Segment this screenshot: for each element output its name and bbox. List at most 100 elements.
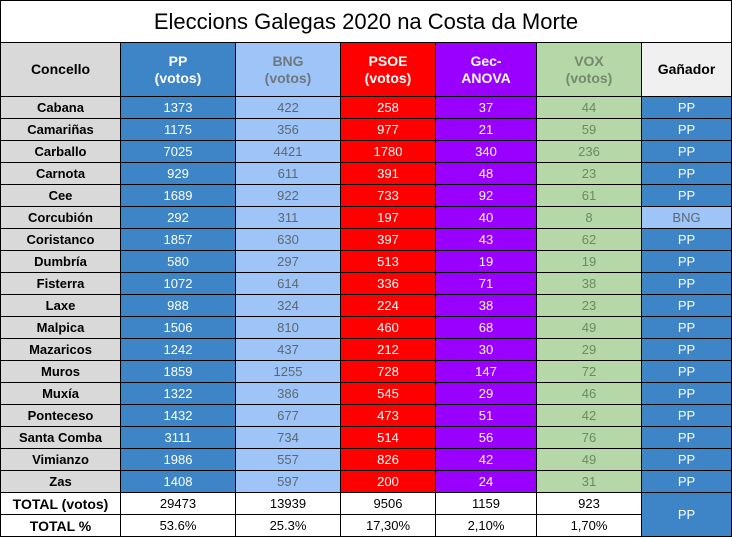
total-percent-row: TOTAL % 53.6% 25.3% 17,30% 2,10% 1,70% (0, 514, 732, 537)
cell-bng-votes: 437 (235, 338, 341, 361)
cell-ganador: PP (641, 272, 732, 295)
cell-bng-votes: 297 (235, 250, 341, 273)
cell-vox-votes: 59 (536, 118, 642, 141)
cell-concello: Carnota (0, 162, 121, 185)
header-row: Concello PP (votos) BNG (votos) PSOE (votos… (0, 42, 732, 97)
cell-pp-votes: 1322 (120, 382, 236, 405)
table-row: Carballo 7025 4421 1780 340 236 PP (0, 140, 732, 163)
cell-ganador: PP (641, 316, 732, 339)
cell-pp-votes: 1986 (120, 448, 236, 471)
header-vox-line1: VOX (574, 52, 604, 69)
cell-vox-votes: 38 (536, 272, 642, 295)
cell-gec-votes: 29 (435, 382, 537, 405)
header-gec-line2: ANOVA (461, 69, 511, 86)
cell-ganador: PP (641, 382, 732, 405)
cell-psoe-votes: 977 (340, 118, 436, 141)
header-psoe: PSOE (votos) (340, 42, 436, 97)
cell-bng-votes: 810 (235, 316, 341, 339)
total-percent-gec: 2,10% (435, 514, 537, 537)
cell-ganador: BNG (641, 206, 732, 229)
cell-vox-votes: 23 (536, 294, 642, 317)
cell-gec-votes: 68 (435, 316, 537, 339)
header-ganador: Gañador (641, 42, 732, 97)
cell-psoe-votes: 473 (340, 404, 436, 427)
cell-gec-votes: 42 (435, 448, 537, 471)
cell-bng-votes: 677 (235, 404, 341, 427)
table-row: Laxe 988 324 224 38 23 PP (0, 294, 732, 317)
cell-pp-votes: 1408 (120, 470, 236, 493)
cell-ganador: PP (641, 426, 732, 449)
cell-vox-votes: 31 (536, 470, 642, 493)
cell-bng-votes: 630 (235, 228, 341, 251)
cell-vox-votes: 49 (536, 316, 642, 339)
cell-bng-votes: 422 (235, 96, 341, 119)
total-percent-pp: 53.6% (120, 514, 236, 537)
table-row: Cee 1689 922 733 92 61 PP (0, 184, 732, 207)
cell-gec-votes: 37 (435, 96, 537, 119)
table-row: Ponteceso 1432 677 473 51 42 PP (0, 404, 732, 427)
cell-vox-votes: 8 (536, 206, 642, 229)
header-pp-line1: PP (168, 52, 188, 69)
cell-psoe-votes: 545 (340, 382, 436, 405)
cell-gec-votes: 19 (435, 250, 537, 273)
cell-pp-votes: 1689 (120, 184, 236, 207)
cell-gec-votes: 30 (435, 338, 537, 361)
table-row: Dumbría 580 297 513 19 19 PP (0, 250, 732, 273)
cell-pp-votes: 1373 (120, 96, 236, 119)
cell-ganador: PP (641, 360, 732, 383)
cell-psoe-votes: 1780 (340, 140, 436, 163)
total-votes-gec: 1159 (435, 492, 537, 515)
cell-concello: Dumbría (0, 250, 121, 273)
table-row: Fisterra 1072 614 336 71 38 PP (0, 272, 732, 295)
cell-gec-votes: 21 (435, 118, 537, 141)
header-bng-line2: (votos) (264, 69, 312, 86)
cell-ganador: PP (641, 228, 732, 251)
total-votes-bng: 13939 (235, 492, 341, 515)
cell-gec-votes: 71 (435, 272, 537, 295)
table-row: Corcubión 292 311 197 40 8 BNG (0, 206, 732, 229)
cell-bng-votes: 386 (235, 382, 341, 405)
total-percent-bng: 25.3% (235, 514, 341, 537)
cell-psoe-votes: 391 (340, 162, 436, 185)
cell-pp-votes: 1072 (120, 272, 236, 295)
cell-pp-votes: 1857 (120, 228, 236, 251)
table-row: Zas 1408 597 200 24 31 PP (0, 470, 732, 493)
cell-ganador: PP (641, 448, 732, 471)
total-votes-pp: 29473 (120, 492, 236, 515)
cell-gec-votes: 340 (435, 140, 537, 163)
cell-concello: Muros (0, 360, 121, 383)
cell-gec-votes: 147 (435, 360, 537, 383)
cell-vox-votes: 72 (536, 360, 642, 383)
cell-gec-votes: 92 (435, 184, 537, 207)
header-bng: BNG (votos) (235, 42, 341, 97)
cell-pp-votes: 292 (120, 206, 236, 229)
table-row: Mazaricos 1242 437 212 30 29 PP (0, 338, 732, 361)
cell-pp-votes: 1859 (120, 360, 236, 383)
cell-ganador: PP (641, 294, 732, 317)
cell-vox-votes: 23 (536, 162, 642, 185)
cell-ganador: PP (641, 404, 732, 427)
cell-vox-votes: 236 (536, 140, 642, 163)
cell-gec-votes: 24 (435, 470, 537, 493)
cell-psoe-votes: 397 (340, 228, 436, 251)
cell-gec-votes: 56 (435, 426, 537, 449)
table-row: Muxía 1322 386 545 29 46 PP (0, 382, 732, 405)
cell-vox-votes: 76 (536, 426, 642, 449)
cell-psoe-votes: 460 (340, 316, 436, 339)
cell-gec-votes: 38 (435, 294, 537, 317)
cell-concello: Santa Comba (0, 426, 121, 449)
cell-ganador: PP (641, 96, 732, 119)
cell-concello: Malpica (0, 316, 121, 339)
header-vox: VOX (votos) (536, 42, 642, 97)
cell-bng-votes: 614 (235, 272, 341, 295)
table-row: Malpica 1506 810 460 68 49 PP (0, 316, 732, 339)
cell-vox-votes: 61 (536, 184, 642, 207)
cell-concello: Cabana (0, 96, 121, 119)
cell-psoe-votes: 224 (340, 294, 436, 317)
cell-gec-votes: 51 (435, 404, 537, 427)
cell-bng-votes: 1255 (235, 360, 341, 383)
table-row: Carnota 929 611 391 48 23 PP (0, 162, 732, 185)
cell-psoe-votes: 728 (340, 360, 436, 383)
cell-bng-votes: 734 (235, 426, 341, 449)
